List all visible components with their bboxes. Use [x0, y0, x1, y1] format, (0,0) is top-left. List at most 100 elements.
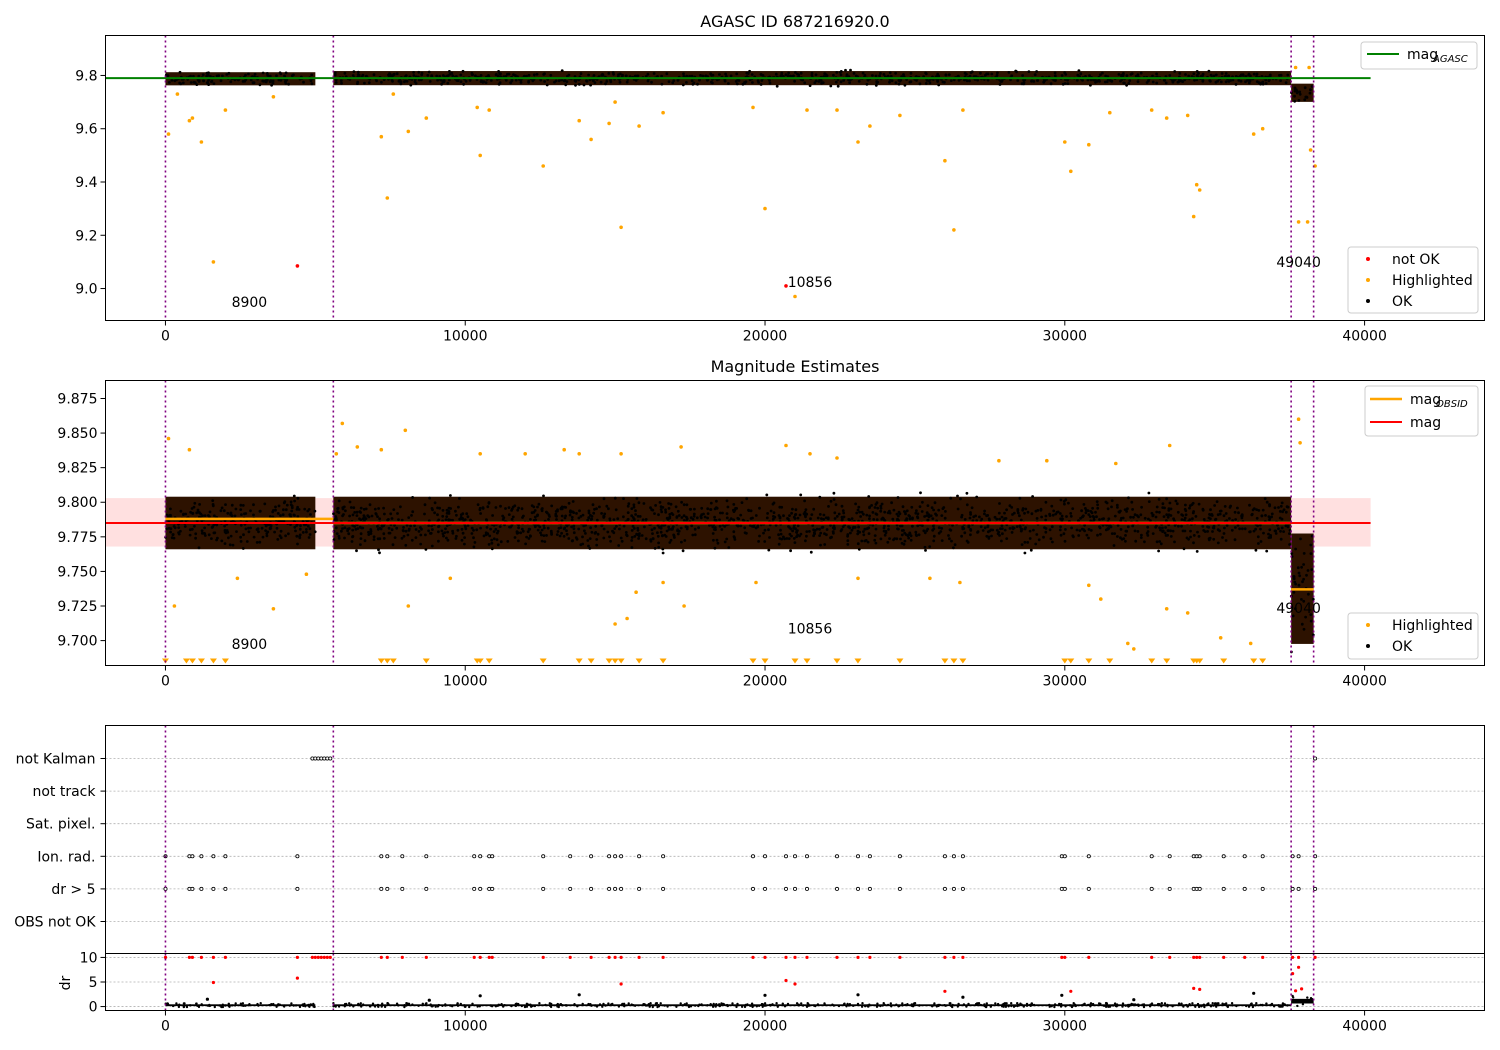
ok-point — [1089, 519, 1093, 523]
ok-point — [188, 533, 192, 537]
flag-event-marker — [951, 854, 956, 859]
ok-point — [1059, 525, 1062, 529]
ok-point — [1164, 81, 1168, 85]
ok-point — [931, 517, 935, 520]
ok-point — [810, 71, 814, 75]
ok-point — [596, 532, 600, 536]
clipped-low-marker — [749, 658, 757, 664]
dr-point — [362, 1003, 365, 1006]
ok-point — [985, 534, 989, 538]
dr-point — [548, 1004, 552, 1007]
ok-point — [420, 71, 424, 75]
flag-event-marker — [385, 886, 390, 891]
ok-point — [1173, 540, 1176, 544]
ok-point — [1034, 509, 1038, 513]
ok-point — [178, 70, 182, 74]
ok-point — [367, 530, 370, 534]
ok-point — [377, 507, 380, 510]
dr-point — [1209, 1005, 1213, 1008]
ok-point — [667, 507, 671, 510]
dr-point — [763, 993, 767, 997]
ok-point — [978, 515, 981, 519]
ok-point — [443, 531, 447, 534]
dr-point — [456, 1003, 459, 1006]
ok-point — [1112, 544, 1116, 547]
ok-point — [400, 536, 404, 540]
ok-point — [611, 71, 615, 74]
ok-point — [692, 81, 696, 85]
dr-large-point — [1150, 955, 1154, 960]
dr-point — [655, 1002, 659, 1005]
ok-point — [1158, 540, 1161, 543]
estimates-legend-bottom: Highlighted OK — [1347, 612, 1479, 660]
ok-point — [669, 502, 673, 506]
ok-point — [1216, 79, 1219, 83]
ok-point — [751, 516, 754, 520]
ok-point — [963, 531, 967, 535]
ok-point — [295, 508, 299, 511]
ok-point — [805, 534, 808, 538]
ok-point — [203, 534, 207, 537]
ok-point — [542, 534, 546, 537]
dr-point — [239, 1004, 243, 1007]
ok-point — [451, 529, 454, 533]
ok-point — [1087, 528, 1091, 531]
x-tick-label: 10000 — [443, 329, 488, 345]
dr-point — [1131, 1003, 1135, 1006]
ok-point — [930, 506, 934, 510]
ok-point — [382, 506, 385, 510]
ok-point — [852, 525, 855, 529]
ok-point — [1000, 515, 1004, 519]
dr-point — [957, 1002, 960, 1006]
dr-point — [1058, 1002, 1061, 1006]
dr-large-point — [1192, 955, 1196, 960]
ok-point — [582, 83, 586, 87]
dr-large-point — [793, 982, 797, 986]
ok-point — [182, 512, 186, 516]
dr-point — [496, 1004, 499, 1007]
ok-point — [1105, 80, 1109, 84]
ok-point — [789, 549, 792, 553]
dr-large-point — [1297, 955, 1301, 960]
ok-point — [918, 82, 922, 86]
ok-point — [545, 511, 549, 515]
ok-point — [399, 80, 403, 83]
ok-point — [604, 82, 607, 86]
ok-point — [862, 512, 865, 516]
ok-point — [937, 83, 941, 87]
dr-point — [1203, 1005, 1206, 1009]
dr-point — [783, 1005, 787, 1008]
ok-point — [1298, 574, 1302, 578]
clipped-low-marker — [950, 658, 958, 664]
ok-point — [517, 526, 520, 530]
highlighted-point — [607, 121, 611, 126]
highlighted-point — [784, 443, 788, 448]
ok-point — [409, 524, 412, 528]
ok-point — [1288, 532, 1291, 535]
ok-point — [497, 70, 500, 73]
ok-point — [685, 515, 688, 519]
dr-point — [1292, 996, 1295, 999]
ok-point — [1279, 537, 1283, 541]
ok-point — [490, 541, 494, 545]
ok-point — [1008, 504, 1012, 508]
ok-point — [1053, 79, 1057, 82]
ok-point — [1044, 500, 1048, 504]
ok-point — [854, 502, 857, 506]
ok-point — [1255, 75, 1258, 78]
ok-point — [630, 514, 634, 518]
clipped-low-marker — [209, 658, 217, 664]
ok-point — [926, 504, 930, 507]
dr-point — [769, 1004, 772, 1007]
ok-point — [1167, 529, 1170, 532]
flag-event-marker — [211, 886, 216, 891]
ok-point — [871, 74, 874, 77]
dr-large-point — [1069, 989, 1073, 993]
x-tick-label: 40000 — [1342, 329, 1387, 345]
ok-point — [903, 531, 907, 535]
clipped-low-marker — [1106, 658, 1114, 664]
ok-point — [1192, 534, 1196, 537]
dr-point — [1107, 1005, 1110, 1008]
dr-point — [268, 1003, 271, 1007]
ok-point — [334, 81, 338, 84]
